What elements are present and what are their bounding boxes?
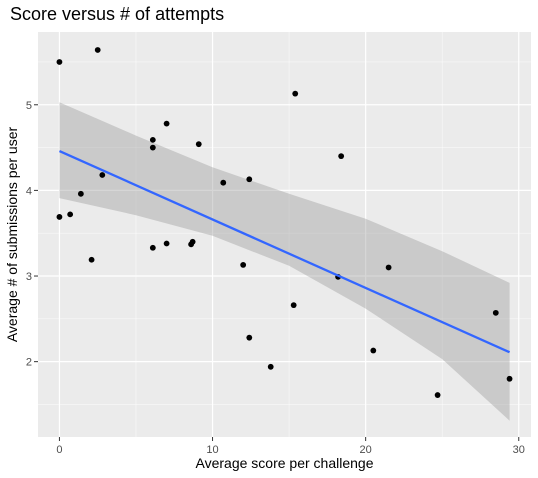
confidence-band	[59, 102, 510, 421]
y-tick-label: 5	[26, 100, 32, 112]
data-point	[292, 90, 299, 97]
data-point	[149, 144, 156, 151]
x-tick-label: 30	[513, 444, 525, 456]
chart-title: Score versus # of attempts	[10, 4, 224, 24]
x-axis-ticks: 0 10 20 30	[56, 437, 525, 456]
x-axis-title: Average score per challenge	[196, 455, 374, 471]
data-point	[163, 120, 170, 127]
data-point	[67, 211, 74, 218]
data-point	[149, 136, 156, 143]
plot-panel	[38, 32, 531, 437]
data-point	[189, 238, 196, 245]
x-tick-label: 20	[360, 444, 372, 456]
data-point	[434, 392, 441, 398]
data-point	[88, 256, 95, 263]
grid-major	[38, 32, 531, 437]
data-points	[56, 47, 513, 398]
data-point	[492, 309, 499, 316]
y-tick-label: 2	[26, 357, 32, 369]
data-point	[163, 240, 170, 247]
data-point	[149, 244, 156, 251]
data-point	[99, 172, 106, 178]
data-point	[240, 261, 247, 268]
data-point	[246, 334, 253, 341]
trend-line	[58, 149, 511, 354]
data-point	[267, 363, 274, 370]
data-point	[506, 375, 513, 382]
grid-minor	[38, 32, 531, 437]
x-tick-label: 0	[56, 444, 62, 456]
y-axis-title: Average # of submissions per user	[4, 127, 20, 343]
data-point	[246, 176, 253, 183]
data-point	[77, 190, 84, 197]
data-point	[338, 153, 345, 160]
data-point	[94, 47, 101, 53]
data-point	[220, 179, 227, 186]
y-axis-ticks: 2 3 4 5	[26, 100, 38, 369]
data-point	[56, 214, 63, 220]
y-tick-label: 4	[26, 185, 32, 197]
data-point	[56, 59, 63, 65]
data-point	[370, 347, 377, 354]
x-tick-label: 10	[206, 444, 218, 456]
y-tick-label: 3	[26, 271, 32, 283]
data-point	[290, 302, 297, 309]
data-point	[195, 141, 202, 148]
data-point	[385, 264, 392, 271]
